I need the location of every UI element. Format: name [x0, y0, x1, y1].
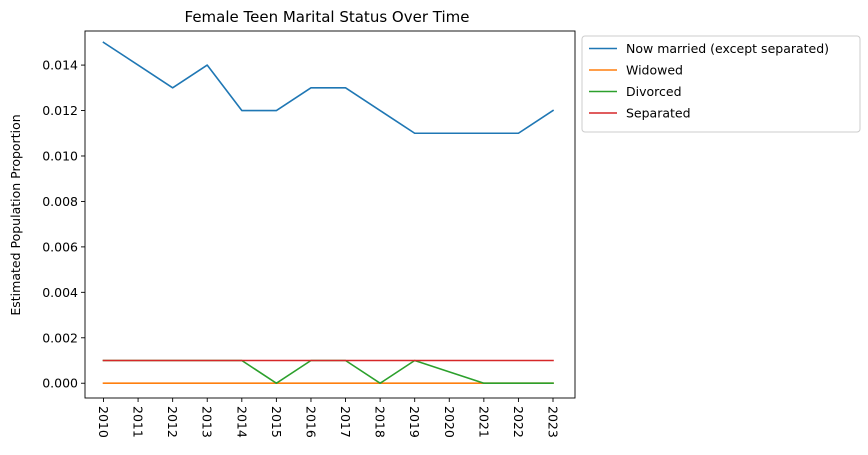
- x-tick-label: 2017: [338, 406, 353, 438]
- y-tick-label: 0.010: [42, 148, 78, 163]
- x-tick-label: 2020: [442, 406, 457, 438]
- y-axis-label: Estimated Population Proportion: [8, 114, 23, 315]
- x-tick-label: 2011: [131, 406, 146, 438]
- plot-area: 0.000 0.002 0.004 0.006 0.008 0.010 0.012 0.014…: [42, 31, 575, 438]
- y-tick-label: 0.012: [42, 103, 78, 118]
- x-tick-label: 2016: [303, 406, 318, 438]
- legend: Now married (except separated) Widowed Div…: [582, 36, 860, 132]
- chart-title: Female Teen Marital Status Over Time: [185, 8, 470, 26]
- legend-label-2: Divorced: [626, 84, 682, 99]
- plot-frame: [85, 31, 575, 398]
- legend-label-0: Now married (except separated): [626, 41, 829, 56]
- x-tick-label: 2010: [96, 406, 111, 438]
- x-tick-label: 2019: [407, 406, 422, 438]
- x-tick-label: 2021: [476, 406, 491, 438]
- x-tick-label: 2013: [200, 406, 215, 438]
- y-tick-label: 0.008: [42, 194, 78, 209]
- y-tick-label: 0.000: [42, 376, 78, 391]
- legend-label-1: Widowed: [626, 63, 683, 78]
- x-tick-label: 2022: [511, 406, 526, 438]
- x-tick-label: 2018: [373, 406, 388, 438]
- x-tick-label: 2023: [546, 406, 561, 438]
- y-tick-label: 0.014: [42, 58, 78, 73]
- x-tick-label: 2015: [269, 406, 284, 438]
- series-line-0: [104, 42, 554, 133]
- y-tick-label: 0.006: [42, 239, 78, 254]
- legend-label-3: Separated: [626, 106, 691, 121]
- y-tick-label: 0.004: [42, 285, 78, 300]
- x-tick-label: 2014: [234, 406, 249, 438]
- x-tick-label: 2012: [165, 406, 180, 438]
- y-tick-label: 0.002: [42, 330, 78, 345]
- series-line-2: [104, 361, 554, 384]
